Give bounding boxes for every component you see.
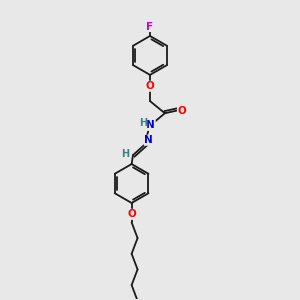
Text: O: O bbox=[178, 106, 186, 116]
Text: N: N bbox=[146, 120, 155, 130]
Text: F: F bbox=[146, 22, 154, 32]
Text: H: H bbox=[139, 118, 147, 128]
Text: O: O bbox=[127, 209, 136, 219]
Text: H: H bbox=[121, 149, 130, 159]
Text: N: N bbox=[144, 135, 153, 145]
Text: O: O bbox=[146, 81, 154, 91]
